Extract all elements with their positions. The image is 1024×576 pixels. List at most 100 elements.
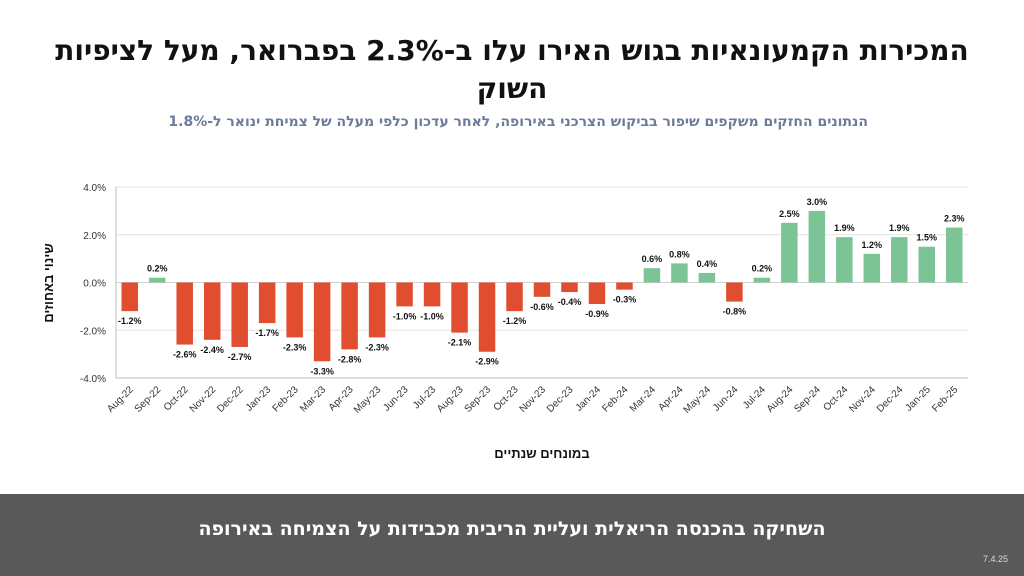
y-axis-label: שינוי באחוזים xyxy=(41,243,56,322)
y-tick-label: -2.0% xyxy=(80,326,106,337)
data-label: 0.4% xyxy=(697,259,718,269)
x-tick-label: Feb-24 xyxy=(600,384,630,414)
bar xyxy=(176,282,193,345)
bar xyxy=(946,227,963,283)
bar xyxy=(671,263,688,283)
bar xyxy=(423,282,441,307)
bars xyxy=(121,210,963,362)
x-tick-label: Nov-23 xyxy=(518,384,549,415)
bar xyxy=(588,282,606,304)
bar xyxy=(313,282,331,362)
data-label: -2.7% xyxy=(228,352,252,362)
data-label: -0.9% xyxy=(585,309,609,319)
bar xyxy=(616,282,633,290)
x-tick-label: Jan-25 xyxy=(903,384,933,414)
x-tick-label: Aug-22 xyxy=(105,384,136,415)
data-label: -1.0% xyxy=(393,311,417,321)
bar xyxy=(506,282,523,312)
x-tick-label: Nov-22 xyxy=(188,384,219,415)
data-label: 2.5% xyxy=(779,209,800,219)
data-label: -2.9% xyxy=(475,357,499,367)
page-title: המכירות הקמעונאיות בגוש האירו עלו ב-2.3%… xyxy=(55,34,969,105)
data-label: -0.3% xyxy=(613,295,637,305)
data-label: 0.8% xyxy=(669,249,690,259)
data-label: -0.8% xyxy=(723,307,747,317)
x-tick-label: Jun-24 xyxy=(711,384,741,414)
data-label: 1.9% xyxy=(834,223,855,233)
data-label: 1.5% xyxy=(917,233,938,243)
bar xyxy=(753,277,771,283)
bar xyxy=(258,282,276,324)
data-label: 0.6% xyxy=(642,254,663,264)
x-tick-label: Oct-22 xyxy=(162,384,191,413)
x-tick-label: Feb-23 xyxy=(271,384,301,414)
y-tick-label: -4.0% xyxy=(80,374,106,385)
bar xyxy=(643,268,661,283)
bar xyxy=(863,253,881,283)
x-tick-label: Oct-24 xyxy=(821,384,850,413)
bar xyxy=(836,237,853,283)
x-axis-ticks: Aug-22Sep-22Oct-22Nov-22Dec-22Jan-23Feb-… xyxy=(105,384,960,416)
data-label: -2.6% xyxy=(173,350,197,360)
x-tick-label: Aug-23 xyxy=(435,384,466,415)
bar xyxy=(561,282,578,293)
page-subtitle: הנתונים החזקים משקפים שיפור בביקוש הצרכנ… xyxy=(168,114,868,130)
data-label: 0.2% xyxy=(752,264,773,274)
x-tick-label: Dec-24 xyxy=(875,384,906,415)
bar xyxy=(286,282,303,338)
bar xyxy=(121,282,138,312)
data-label: -2.3% xyxy=(365,342,389,352)
bar xyxy=(368,282,386,338)
y-axis-ticks: 4.0% 2.0% 0.0% -2.0% -4.0% xyxy=(80,183,106,385)
bar xyxy=(808,210,826,283)
footer-text: השחיקה בהכנסה הריאלית ועליית הריבית מכבי… xyxy=(198,518,826,540)
x-axis-label: במונחים שנתיים xyxy=(494,446,589,461)
data-label: 1.2% xyxy=(862,240,883,250)
footer-banner: השחיקה בהכנסה הריאלית ועליית הריבית מכבי… xyxy=(0,494,1024,576)
x-tick-label: Jun-23 xyxy=(381,384,411,414)
x-tick-label: Feb-25 xyxy=(930,384,960,414)
footer-date: 7.4.25 xyxy=(982,554,1008,564)
x-tick-label: Mar-23 xyxy=(298,384,328,414)
bar xyxy=(478,282,496,352)
bar xyxy=(918,246,936,283)
x-tick-label: Sep-24 xyxy=(792,384,823,415)
y-tick-label: 0.0% xyxy=(83,279,106,290)
x-tick-label: Aug-24 xyxy=(765,384,796,415)
bar xyxy=(533,282,551,297)
data-label: -2.8% xyxy=(338,354,362,364)
bar xyxy=(231,282,248,347)
data-label: 1.9% xyxy=(889,223,910,233)
bar xyxy=(148,277,166,283)
data-label: -0.6% xyxy=(530,302,554,312)
data-labels: -1.2%0.2%-2.6% -2.4%-2.7%-1.7%-2.3%-3.3%-… xyxy=(118,197,965,376)
data-label: -2.1% xyxy=(448,338,472,348)
data-label: -1.2% xyxy=(503,316,527,326)
data-label: 3.0% xyxy=(807,197,828,207)
x-tick-label: Oct-23 xyxy=(492,384,521,413)
y-tick-label: 4.0% xyxy=(83,183,106,194)
data-label: -1.7% xyxy=(255,328,279,338)
data-label: -2.4% xyxy=(200,345,224,355)
x-tick-label: May-24 xyxy=(682,384,714,416)
x-tick-label: Sep-23 xyxy=(463,384,494,415)
x-tick-label: Mar-24 xyxy=(628,384,658,414)
data-label: -1.2% xyxy=(118,316,142,326)
bar xyxy=(781,222,798,283)
data-label: -3.3% xyxy=(310,366,334,376)
data-label: -2.3% xyxy=(283,342,307,352)
x-tick-label: Jan-24 xyxy=(574,384,604,414)
bar xyxy=(891,237,908,283)
x-tick-label: Sep-22 xyxy=(133,384,164,415)
retail-sales-bar-chart: -1.2%0.2%-2.6% -2.4%-2.7%-1.7%-2.3%-3.3%-… xyxy=(41,183,968,461)
x-tick-label: May-23 xyxy=(352,384,384,416)
bar xyxy=(698,272,716,283)
y-tick-label: 2.0% xyxy=(83,231,106,242)
data-label: 0.2% xyxy=(147,264,168,274)
data-label: -0.4% xyxy=(558,297,582,307)
data-label: 2.3% xyxy=(944,214,965,224)
bar xyxy=(203,282,221,340)
data-label: -1.0% xyxy=(420,311,444,321)
x-tick-label: Jan-23 xyxy=(244,384,274,414)
x-tick-label: Nov-24 xyxy=(847,384,878,415)
